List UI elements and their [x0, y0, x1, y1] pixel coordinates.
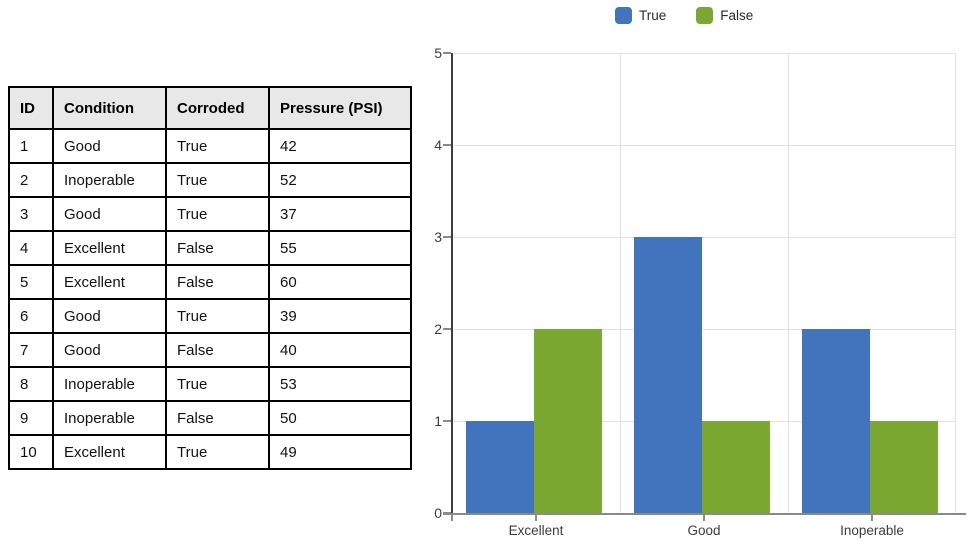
table-cell: True — [165, 128, 270, 164]
bar-true-excellent — [466, 421, 534, 513]
table-row: 5 Excellent False 60 — [8, 264, 412, 300]
legend-item-true: True — [615, 7, 666, 24]
table-cell: Good — [52, 298, 167, 334]
table-cell: 7 — [8, 332, 54, 368]
table-cell: True — [165, 162, 270, 198]
table-cell: 9 — [8, 400, 54, 436]
table-cell: 10 — [8, 434, 54, 470]
bar-true-inoperable — [802, 329, 870, 513]
table-cell: True — [165, 298, 270, 334]
x-axis-tick — [535, 514, 537, 521]
x-category-label: Good — [687, 523, 721, 538]
grouped-bar-chart-plot-area: 0 1 2 3 4 5 Excellent Good Inoperable — [434, 45, 966, 538]
h-gridline — [452, 52, 956, 54]
legend-label: True — [639, 8, 667, 23]
y-axis-tick — [443, 328, 451, 330]
legend-swatch-icon — [696, 7, 714, 24]
y-axis-tick — [443, 420, 451, 422]
x-category-label: Inoperable — [840, 523, 904, 538]
table-cell: Excellent — [52, 264, 167, 300]
y-axis-tick — [443, 144, 451, 146]
table-cell: True — [165, 434, 270, 470]
table-cell: Good — [52, 196, 167, 232]
table-cell: 3 — [8, 196, 54, 232]
bar-false-good — [702, 421, 770, 513]
bar-false-excellent — [534, 329, 602, 513]
y-axis-tick — [443, 236, 451, 238]
table-header-row: ID Condition Corroded Pressure (PSI) — [8, 86, 412, 130]
legend-item-false: False — [696, 7, 753, 24]
table-cell: 53 — [268, 366, 412, 402]
table-cell: False — [165, 230, 270, 266]
table-cell: 42 — [268, 128, 412, 164]
table-cell: 8 — [8, 366, 54, 402]
table-cell: 6 — [8, 298, 54, 334]
legend-swatch-icon — [615, 7, 632, 24]
x-category-label: Excellent — [508, 523, 564, 538]
table-cell: Excellent — [52, 230, 167, 266]
column-header: Condition — [52, 86, 167, 130]
y-axis-tick — [443, 52, 451, 54]
table-cell: Inoperable — [52, 162, 167, 198]
table-cell: 5 — [8, 264, 54, 300]
y-tick-label: 1 — [434, 413, 442, 429]
table-cell: 52 — [268, 162, 412, 198]
table-cell: 1 — [8, 128, 54, 164]
table-cell: False — [165, 332, 270, 368]
h-gridline — [452, 328, 956, 330]
table-cell: Good — [52, 128, 167, 164]
table-row: 4 Excellent False 55 — [8, 230, 412, 266]
table-cell: 60 — [268, 264, 412, 300]
table-row: 2 Inoperable True 52 — [8, 162, 412, 198]
table-cell: 39 — [268, 298, 412, 334]
column-header: ID — [8, 86, 54, 130]
table-row: 10 Excellent True 49 — [8, 434, 412, 470]
y-tick-label: 4 — [434, 137, 442, 153]
h-gridline — [452, 144, 956, 146]
legend-label: False — [720, 8, 754, 23]
y-tick-label: 2 — [434, 321, 442, 337]
table-cell: True — [165, 366, 270, 402]
x-axis-corner-tick — [451, 514, 453, 521]
v-gridline — [619, 53, 621, 513]
bar-false-inoperable — [870, 421, 938, 513]
table-row: 9 Inoperable False 50 — [8, 400, 412, 436]
column-header: Pressure (PSI) — [268, 86, 412, 130]
column-header: Corroded — [165, 86, 270, 130]
table-row: 6 Good True 39 — [8, 298, 412, 334]
y-axis-line — [451, 53, 453, 513]
bar-true-good — [634, 237, 702, 513]
y-tick-label: 0 — [434, 505, 442, 521]
y-tick-label: 3 — [434, 229, 442, 245]
table-cell: 37 — [268, 196, 412, 232]
table-cell: Excellent — [52, 434, 167, 470]
table-cell: 55 — [268, 230, 412, 266]
table-cell: Inoperable — [52, 366, 167, 402]
x-axis-tick — [871, 514, 873, 521]
chart-legend: True False — [615, 7, 753, 24]
x-axis-tick — [703, 514, 705, 521]
v-gridline — [787, 53, 789, 513]
table-header: ID Condition Corroded Pressure (PSI) — [8, 86, 412, 130]
table-cell: False — [165, 400, 270, 436]
table-cell: True — [165, 196, 270, 232]
table-cell: 2 — [8, 162, 54, 198]
table-row: 1 Good True 42 — [8, 128, 412, 164]
y-tick-label: 5 — [434, 45, 442, 61]
table-cell: Good — [52, 332, 167, 368]
pipes-data-table: ID Condition Corroded Pressure (PSI) 1 Good T… — [8, 86, 412, 470]
table-cell: 49 — [268, 434, 412, 470]
table-body: 1 Good True 42 2 Inoperable True 52 3 Good True 37 4… — [8, 128, 412, 470]
table-row: 8 Inoperable True 53 — [8, 366, 412, 402]
h-gridline — [452, 236, 956, 238]
table-row: 7 Good False 40 — [8, 332, 412, 368]
plot-right-border — [955, 53, 956, 513]
table-cell: 40 — [268, 332, 412, 368]
table-cell: 4 — [8, 230, 54, 266]
table-cell: False — [165, 264, 270, 300]
table-cell: Inoperable — [52, 400, 167, 436]
table-cell: 50 — [268, 400, 412, 436]
table-row: 3 Good True 37 — [8, 196, 412, 232]
